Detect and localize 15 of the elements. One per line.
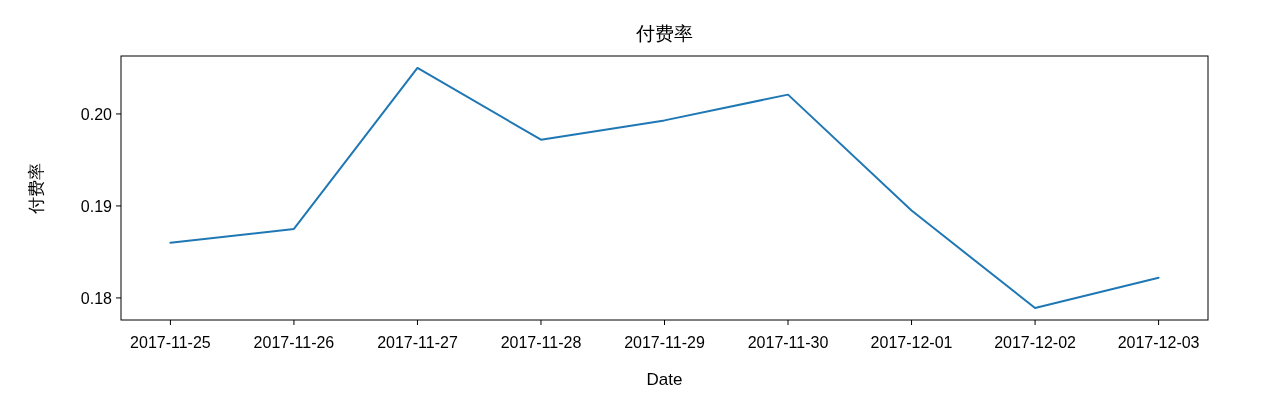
- y-axis-title: 付费率: [27, 162, 46, 215]
- x-tick-label: 2017-11-26: [253, 334, 335, 351]
- x-tick-label: 2017-11-27: [377, 334, 458, 351]
- y-tick-label: 0.20: [80, 105, 113, 123]
- y-tick-label: 0.18: [80, 289, 113, 307]
- x-tick-label: 2017-12-02: [994, 334, 1077, 351]
- x-tick-label: 2017-12-03: [1117, 334, 1200, 351]
- y-tick-label: 0.19: [80, 197, 113, 215]
- x-tick-label: 2017-12-01: [870, 334, 953, 351]
- x-axis-title: Date: [646, 370, 683, 389]
- x-tick-label: 2017-11-30: [747, 334, 829, 351]
- chart-title: 付费率: [635, 23, 693, 44]
- x-tick-label: 2017-11-29: [624, 334, 705, 351]
- x-tick-label: 2017-11-28: [500, 334, 582, 351]
- x-tick-label: 2017-11-25: [130, 334, 211, 351]
